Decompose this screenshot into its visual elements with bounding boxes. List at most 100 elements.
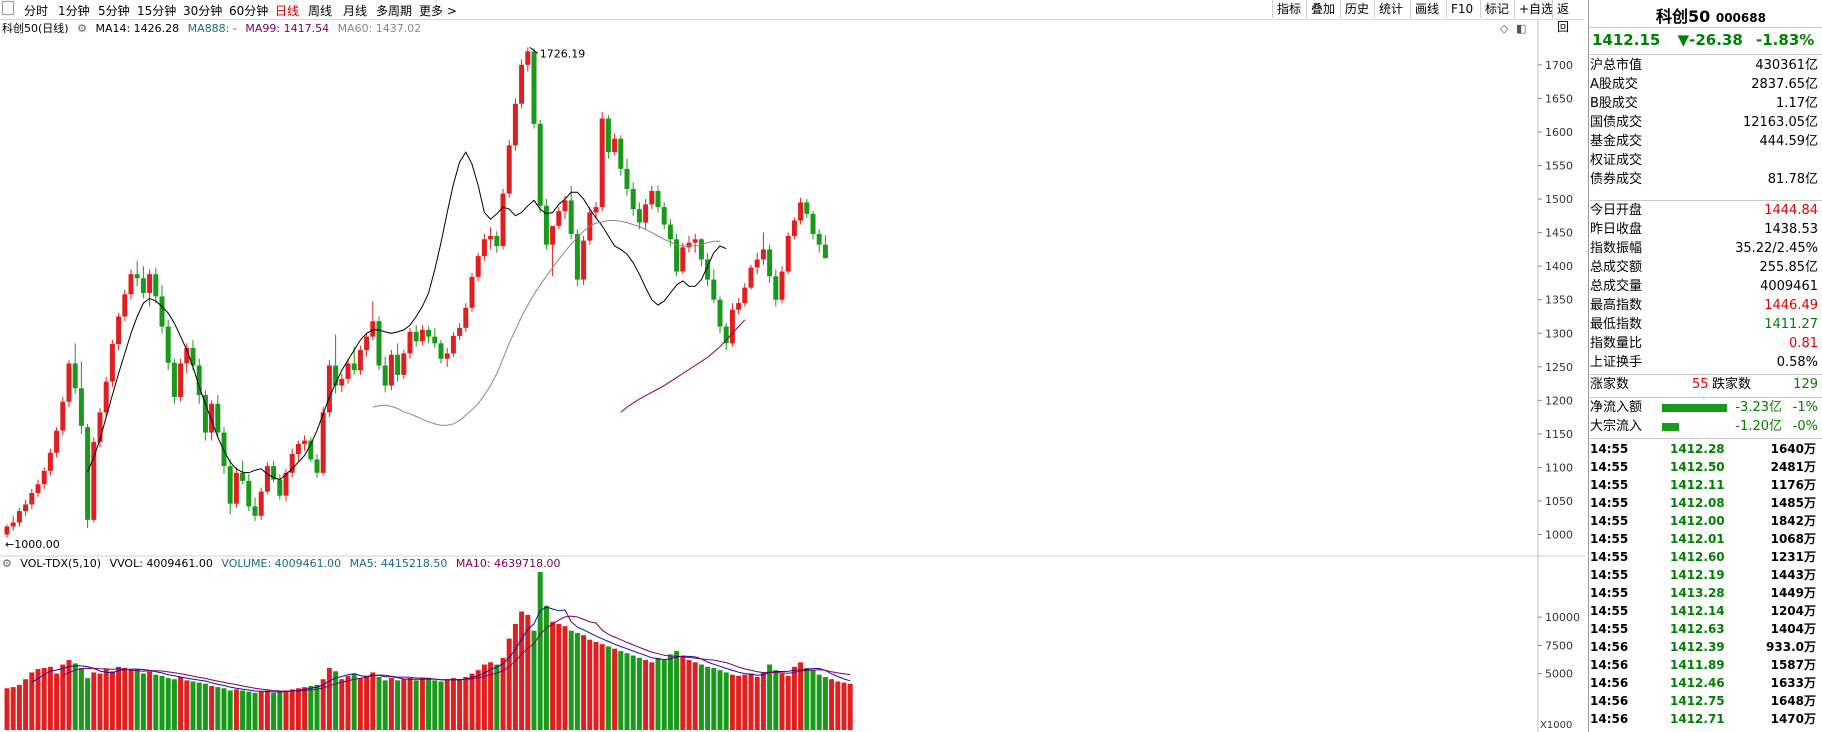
toolbar-button-1[interactable]: 叠加 — [1306, 0, 1339, 18]
stat-label: 基金成交 — [1590, 134, 1643, 149]
volume-chart-legend: ⚙ VOL-TDX(5,10) VVOL: 4009461.00 VOLUME:… — [2, 557, 566, 570]
period-tab-1[interactable]: 1分钟 — [58, 4, 90, 18]
period-tab-3[interactable]: 15分钟 — [137, 4, 177, 18]
stat-label: 指数量比 — [1590, 336, 1643, 351]
down-count: 129 — [1793, 377, 1818, 392]
vol-tick-label: 5000 — [1545, 668, 1573, 681]
stat-label: 沪总市值 — [1590, 58, 1643, 73]
period-tab-2[interactable]: 5分钟 — [98, 4, 130, 18]
settings-icon[interactable]: ⚙ — [77, 22, 87, 35]
volume-bar — [171, 679, 177, 730]
settings-icon[interactable]: ⚙ — [2, 557, 12, 570]
candle-body — [481, 239, 487, 257]
candle-body — [196, 365, 202, 395]
toolbar-button-8[interactable]: 返回 — [1552, 0, 1584, 34]
volume-bar — [705, 666, 711, 730]
tick-row: 14:55 1412.19 1443万 — [1590, 567, 1818, 584]
diamond-icon[interactable]: ◇ — [1500, 22, 1509, 35]
volume-bar — [364, 675, 370, 730]
period-tab-0[interactable]: 分时 — [24, 4, 49, 18]
candle-body — [779, 271, 785, 300]
tick-time: 14:55 — [1590, 532, 1629, 546]
stat-value: 1446.49 — [1764, 298, 1818, 313]
candle-body — [178, 363, 184, 398]
period-tab-10[interactable]: 更多 > — [419, 4, 457, 18]
candle-body — [519, 64, 525, 104]
candle-body — [23, 504, 29, 512]
volume-bar — [531, 630, 537, 730]
period-tab-7[interactable]: 周线 — [308, 4, 333, 18]
kline-chart[interactable]: 1000 1050 1100 1150 1200 1250 1300 1350 1400 1450… — [0, 0, 1586, 732]
volume-bar — [78, 667, 84, 730]
ma-line-ma14 — [87, 151, 727, 481]
candle-body — [599, 118, 605, 208]
volume-bar — [258, 691, 264, 730]
index-stat-row: 总成交额 255.85亿 — [1590, 259, 1818, 277]
candle-body — [72, 363, 78, 389]
candle-body — [388, 354, 394, 386]
candle-body — [4, 526, 10, 535]
volume-bar — [519, 611, 525, 730]
period-tab-8[interactable]: 月线 — [343, 4, 368, 18]
candle-body — [791, 220, 797, 236]
candle-body — [258, 491, 264, 516]
tick-price: 1412.75 — [1670, 694, 1725, 708]
volume-bar — [655, 657, 661, 730]
y-tick-label: 1500 — [1545, 193, 1573, 206]
candle-body — [711, 279, 717, 300]
candle-body — [240, 472, 246, 481]
index-title: 科创50 — [1656, 7, 1711, 26]
period-tab-4[interactable]: 30分钟 — [183, 4, 223, 18]
period-tab-9[interactable]: 多周期 — [376, 4, 413, 18]
candle-body — [630, 188, 636, 210]
y-tick-label: 1650 — [1545, 92, 1573, 105]
last-price: 1412.15 — [1592, 31, 1661, 49]
period-tab-5[interactable]: 60分钟 — [229, 4, 269, 18]
y-tick-label: 1250 — [1545, 361, 1573, 374]
volume-bar — [308, 685, 314, 730]
candle-body — [221, 432, 227, 467]
vol-tick-label: 10000 — [1545, 611, 1580, 624]
y-tick-label: 1350 — [1545, 294, 1573, 307]
tick-volume: 1470万 — [1770, 712, 1816, 726]
market-stat-row: 沪总市值 430361亿 — [1590, 57, 1818, 75]
volume-bar — [841, 682, 847, 730]
candle-body — [438, 343, 444, 359]
candle-body — [773, 276, 779, 300]
volume-bar — [66, 660, 72, 730]
tick-volume: 1068万 — [1770, 532, 1816, 546]
candle-body — [233, 472, 239, 504]
volume-bar — [667, 654, 673, 730]
volume-bar — [729, 674, 735, 730]
tick-price: 1412.19 — [1670, 568, 1725, 582]
toggle-panel-icon[interactable] — [2, 1, 14, 15]
candle-body — [66, 363, 72, 402]
candle-body — [103, 381, 109, 413]
candle-body — [78, 388, 84, 426]
toolbar-button-3[interactable]: 统计 — [1374, 0, 1407, 18]
vvol-label: VVOL: 4009461.00 — [109, 557, 213, 570]
volume-bar — [209, 685, 215, 730]
toolbar-button-2[interactable]: 历史 — [1340, 0, 1373, 18]
tick-time: 14:56 — [1590, 694, 1629, 708]
volume-bar — [159, 675, 165, 730]
period-tab-6[interactable]: 日线 — [275, 4, 300, 18]
tick-price: 1412.11 — [1670, 478, 1725, 492]
candle-body — [153, 274, 159, 297]
quote-panel: 科创50 000688 1412.15 ▼-26.38 -1.83% 沪总市值 4… — [1588, 0, 1822, 732]
toolbar-button-6[interactable]: 标记 — [1480, 0, 1513, 18]
volume-bar — [320, 679, 326, 730]
toolbar-button-5[interactable]: F10 — [1446, 0, 1477, 18]
volume-bar — [525, 614, 531, 730]
candle-body — [767, 249, 773, 277]
candle-body — [488, 235, 494, 240]
toolbar-button-0[interactable]: 指标 — [1272, 0, 1305, 18]
expand-icon[interactable]: ◧ — [1516, 22, 1526, 35]
toolbar-button-7[interactable]: +自选 — [1514, 0, 1557, 18]
volume-bar — [202, 683, 208, 730]
toolbar-button-4[interactable]: 画线 — [1410, 0, 1443, 18]
candle-body — [717, 299, 723, 327]
stat-label: 上证换手 — [1590, 355, 1643, 370]
candle-body — [215, 403, 221, 433]
volume-bar — [643, 660, 649, 730]
